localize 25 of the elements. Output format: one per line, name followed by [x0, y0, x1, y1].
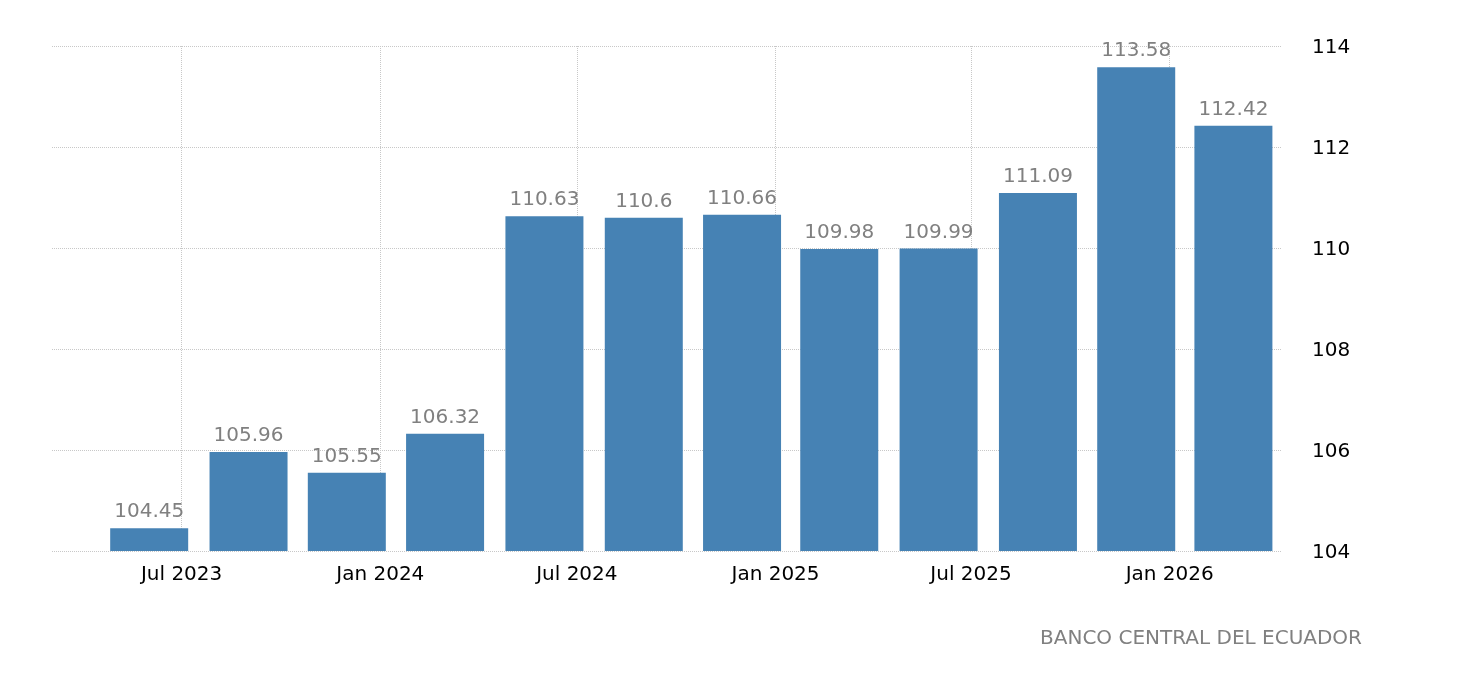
data-label: 105.96 — [213, 422, 284, 447]
data-label: 113.58 — [1101, 37, 1172, 62]
data-label: 106.32 — [410, 403, 481, 428]
data-label: 109.99 — [903, 218, 974, 243]
data-label: 110.6 — [615, 187, 673, 212]
y-tick-label: 110 — [1312, 236, 1351, 260]
x-tick-label: Jul 2024 — [534, 561, 618, 585]
y-tick-label: 112 — [1312, 135, 1351, 159]
x-tick-label: Jul 2023 — [138, 561, 223, 585]
data-label: 104.45 — [114, 498, 185, 523]
y-tick-label: 114 — [1312, 34, 1351, 58]
data-label: 109.98 — [804, 219, 875, 244]
x-tick-label: Jan 2024 — [334, 561, 425, 585]
x-tick-label: Jan 2026 — [1123, 561, 1214, 585]
x-tick-label: Jul 2025 — [928, 561, 1012, 585]
data-label: 111.09 — [1002, 162, 1073, 187]
data-label: 105.55 — [311, 442, 382, 467]
data-label: 110.63 — [509, 186, 580, 211]
y-tick-label: 104 — [1312, 539, 1351, 563]
data-label: 112.42 — [1198, 95, 1269, 120]
data-label: 110.66 — [707, 184, 778, 209]
text: BANCO CENTRAL DEL ECUADOR — [1040, 625, 1363, 649]
y-tick-label: 108 — [1312, 337, 1351, 361]
x-tick-label: Jan 2025 — [729, 561, 820, 585]
y-tick-label: 106 — [1312, 438, 1351, 462]
